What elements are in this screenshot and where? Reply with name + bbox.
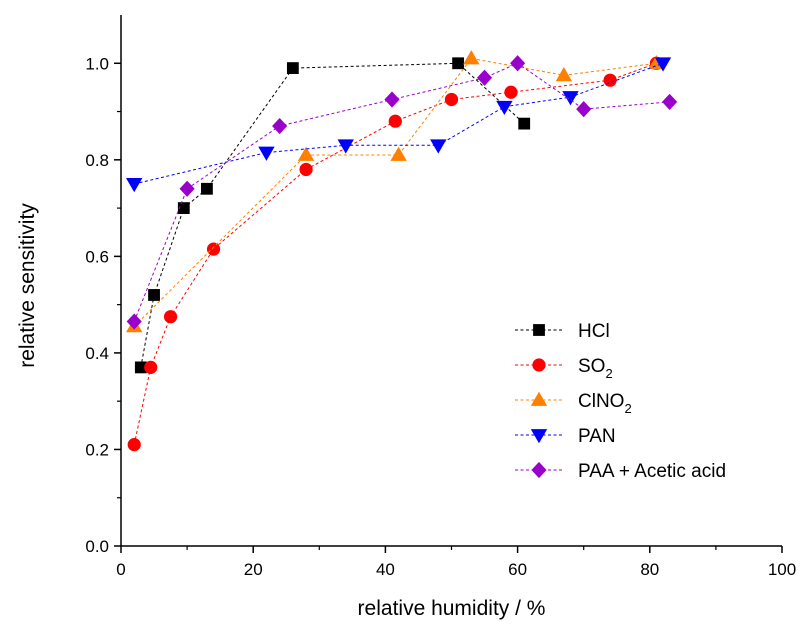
data-point xyxy=(430,139,447,154)
y-tick-label: 0.2 xyxy=(85,440,109,459)
legend-item: HCl xyxy=(515,321,610,342)
data-point xyxy=(177,202,190,214)
legend-label: ClNO2 xyxy=(578,391,632,416)
data-point xyxy=(144,360,158,374)
data-point xyxy=(179,180,195,197)
data-point xyxy=(148,289,160,301)
x-tick-label: 60 xyxy=(508,560,527,579)
y-axis-ticks: 0.0 0.2 0.4 0.6 0.8 1.0 xyxy=(85,54,121,556)
series-layer xyxy=(126,50,678,452)
data-point xyxy=(496,100,513,116)
x-tick-label: 100 xyxy=(768,560,796,579)
data-point xyxy=(286,62,299,74)
series-line xyxy=(140,62,525,368)
legend-marker xyxy=(530,391,548,406)
data-point xyxy=(272,117,288,135)
legend-label: PAA + Acetic acid xyxy=(578,461,726,482)
data-point xyxy=(384,91,400,108)
data-point xyxy=(126,178,143,193)
data-point xyxy=(555,67,573,82)
legend-item: ClNO2 xyxy=(515,391,632,416)
x-tick-label: 0 xyxy=(116,560,125,579)
legend-subscript: 2 xyxy=(605,366,612,381)
data-point xyxy=(163,310,178,324)
data-point xyxy=(603,73,617,87)
data-point xyxy=(390,146,407,161)
data-point xyxy=(337,139,354,154)
data-point xyxy=(206,242,221,256)
data-point xyxy=(463,50,480,65)
y-tick-label: 0.0 xyxy=(85,537,109,556)
x-tick-label: 80 xyxy=(640,560,659,579)
legend-name: ClNO xyxy=(578,391,624,412)
legend-marker xyxy=(531,461,547,479)
series-3 xyxy=(126,57,672,193)
y-tick-label: 0.8 xyxy=(85,151,109,170)
legend-name: PAN xyxy=(578,426,616,447)
data-point xyxy=(452,57,465,70)
legend-marker xyxy=(530,429,548,444)
legend-item: PAA + Acetic acid xyxy=(515,461,726,482)
data-point xyxy=(444,92,459,107)
data-point xyxy=(297,146,315,161)
series-line xyxy=(133,62,670,322)
x-axis-title: relative humidity / % xyxy=(358,597,546,620)
data-point xyxy=(562,91,579,106)
y-tick-label: 0.4 xyxy=(85,344,109,363)
legend-subscript: 2 xyxy=(624,401,631,416)
data-point xyxy=(477,69,493,86)
data-point xyxy=(510,55,526,72)
legend-name: SO xyxy=(578,356,605,377)
legend-item: SO2 xyxy=(515,356,613,381)
data-point xyxy=(126,313,142,330)
series-0 xyxy=(134,57,531,374)
x-axis-ticks: 0 20 40 60 80 100 xyxy=(116,546,796,579)
data-point xyxy=(388,114,402,128)
y-tick-label: 1.0 xyxy=(85,54,109,73)
legend-label: PAN xyxy=(578,426,616,447)
x-tick-label: 40 xyxy=(376,560,395,579)
data-point xyxy=(654,57,672,72)
legend-item: PAN xyxy=(515,426,616,447)
data-point xyxy=(662,93,678,110)
data-point xyxy=(127,438,141,452)
data-point xyxy=(518,117,531,130)
y-axis-title: relative sensitivity xyxy=(16,203,39,368)
legend-marker xyxy=(533,324,545,336)
series-4 xyxy=(126,55,678,330)
legend-name: PAA + Acetic acid xyxy=(578,461,726,482)
data-point xyxy=(258,146,275,161)
y-tick-label: 0.6 xyxy=(85,247,109,266)
x-tick-label: 20 xyxy=(244,560,263,579)
data-point xyxy=(576,101,592,118)
legend-name: HCl xyxy=(578,321,610,342)
data-point xyxy=(201,182,213,195)
data-point xyxy=(504,85,518,99)
legend-label: HCl xyxy=(578,321,610,342)
legend-marker xyxy=(532,358,546,372)
data-point xyxy=(299,162,313,177)
legend-label: SO2 xyxy=(578,356,613,381)
